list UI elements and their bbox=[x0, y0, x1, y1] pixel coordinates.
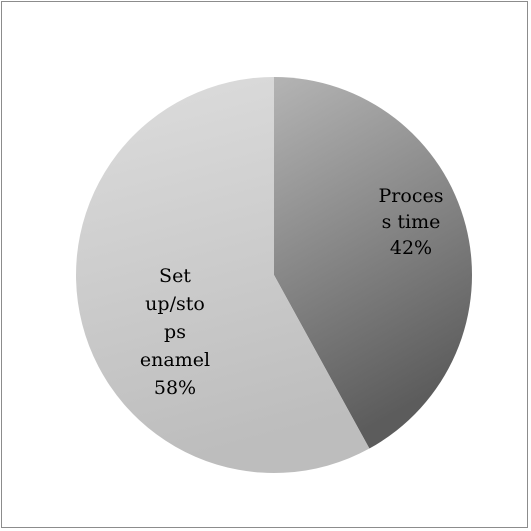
pie-slice-setup-stops-enamel bbox=[76, 77, 370, 473]
slice-label-line: Set bbox=[159, 265, 191, 287]
slice-label-setup-stops-enamel: Set up/sto ps enamel 58% bbox=[140, 265, 210, 399]
slice-label-line: ps bbox=[164, 321, 186, 343]
slice-label-line: up/sto bbox=[145, 293, 205, 315]
slice-label-line: 58% bbox=[154, 377, 196, 399]
slice-label-line: 42% bbox=[390, 237, 432, 259]
pie-slice-process-time bbox=[274, 77, 473, 449]
slice-label-process-time: Proces s time 42% bbox=[379, 185, 444, 259]
slice-label-line: enamel bbox=[140, 349, 210, 371]
slice-label-line: s time bbox=[382, 211, 441, 233]
slice-label-line: Proces bbox=[379, 185, 444, 207]
